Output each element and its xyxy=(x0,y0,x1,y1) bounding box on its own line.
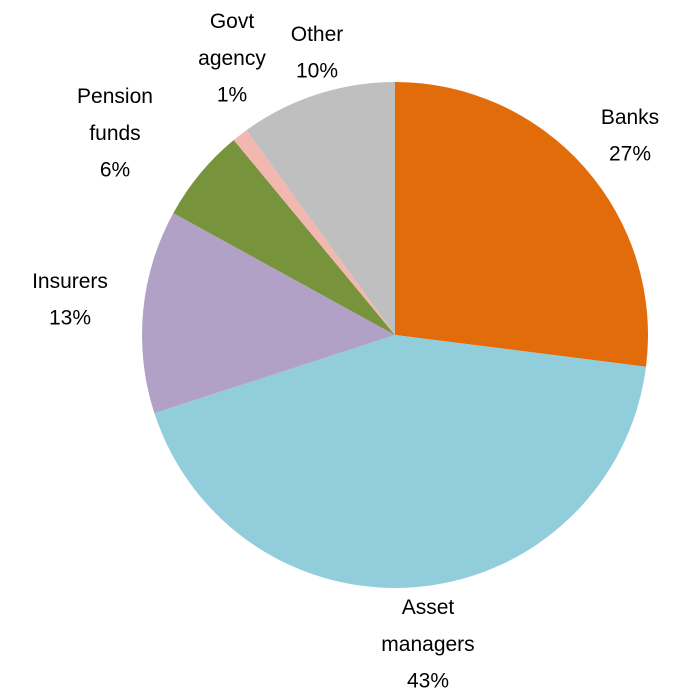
value-label: 1% xyxy=(217,84,247,107)
value-label: 13% xyxy=(49,307,91,330)
slice-label: Insurers xyxy=(32,270,108,293)
value-label: 43% xyxy=(407,670,449,693)
slice-label: Other xyxy=(291,23,344,46)
slice-label: Asset managers xyxy=(381,596,474,656)
value-label: 27% xyxy=(609,143,651,166)
value-label: 10% xyxy=(296,60,338,83)
pie-slice xyxy=(246,82,395,335)
pie-slice xyxy=(173,140,395,335)
pie-slice xyxy=(233,130,395,335)
slice-label: Banks xyxy=(601,106,659,129)
pie-slice xyxy=(141,213,395,414)
slice-label: Govt agency xyxy=(198,10,266,70)
pie-slice xyxy=(154,335,647,589)
pie-slice xyxy=(395,82,648,367)
slice-label: Pension funds xyxy=(77,85,153,145)
value-label: 6% xyxy=(100,159,130,182)
